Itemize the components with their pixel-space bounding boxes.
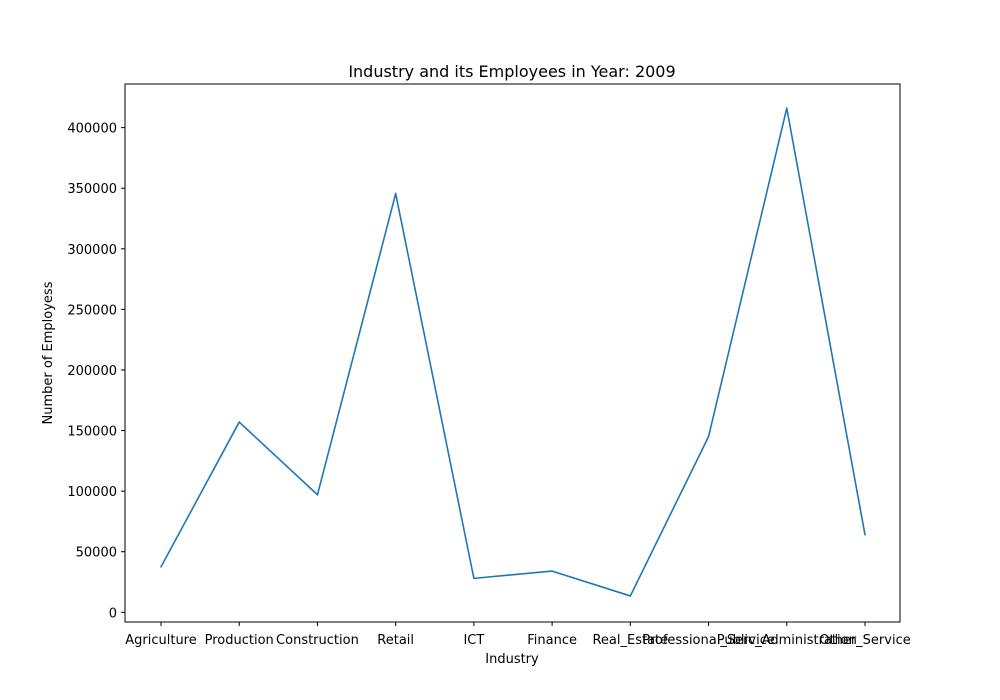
data-point xyxy=(785,107,788,110)
y-tick-label: 0 xyxy=(109,606,117,621)
data-point xyxy=(707,435,710,438)
y-axis-ticks: 0 50000 100000 150000 200000 250000 300000 3500… xyxy=(67,122,125,621)
y-tick-label: 100000 xyxy=(67,485,117,500)
plot-frame xyxy=(124,83,901,623)
x-tick-label: Professional_Service xyxy=(642,633,775,648)
chart-title: Industry and its Employees in Year: 2009 xyxy=(348,62,675,81)
data-point xyxy=(473,577,475,580)
y-tick-label: 200000 xyxy=(67,364,117,379)
y-tick-label: 350000 xyxy=(67,182,117,197)
data-point xyxy=(394,192,397,195)
data-point xyxy=(316,493,319,496)
y-axis-label: Number of Employess xyxy=(41,281,56,424)
data-point xyxy=(629,595,632,597)
y-tick-label: 300000 xyxy=(67,243,117,258)
x-axis-label: Industry xyxy=(485,652,539,667)
x-tick-label: Agriculture xyxy=(125,633,197,648)
x-axis-ticks: Agriculture Production Construction Retail I… xyxy=(125,622,911,648)
y-tick-label: 250000 xyxy=(67,303,117,318)
x-tick-label: Other_Service xyxy=(819,633,910,648)
data-point xyxy=(551,570,553,572)
data-point xyxy=(160,566,162,568)
data-point xyxy=(238,421,241,423)
x-tick-label: Retail xyxy=(377,633,414,648)
y-tick-label: 400000 xyxy=(67,122,117,137)
data-point xyxy=(864,533,866,536)
x-tick-label: Real_Estate xyxy=(592,633,668,648)
x-tick-label: Construction xyxy=(276,633,359,648)
y-tick-label: 50000 xyxy=(76,546,117,561)
series-line xyxy=(160,107,866,597)
y-tick-label: 150000 xyxy=(67,425,117,440)
series-group xyxy=(160,107,866,597)
x-tick-label: ICT xyxy=(463,633,484,648)
x-tick-label: Finance xyxy=(527,633,577,648)
x-tick-label: Public_Administration xyxy=(717,633,857,648)
x-tick-label: Production xyxy=(205,633,274,648)
